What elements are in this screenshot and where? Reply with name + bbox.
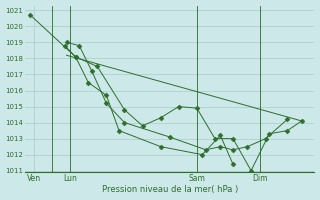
X-axis label: Pression niveau de la mer( hPa ): Pression niveau de la mer( hPa ) (101, 185, 238, 194)
